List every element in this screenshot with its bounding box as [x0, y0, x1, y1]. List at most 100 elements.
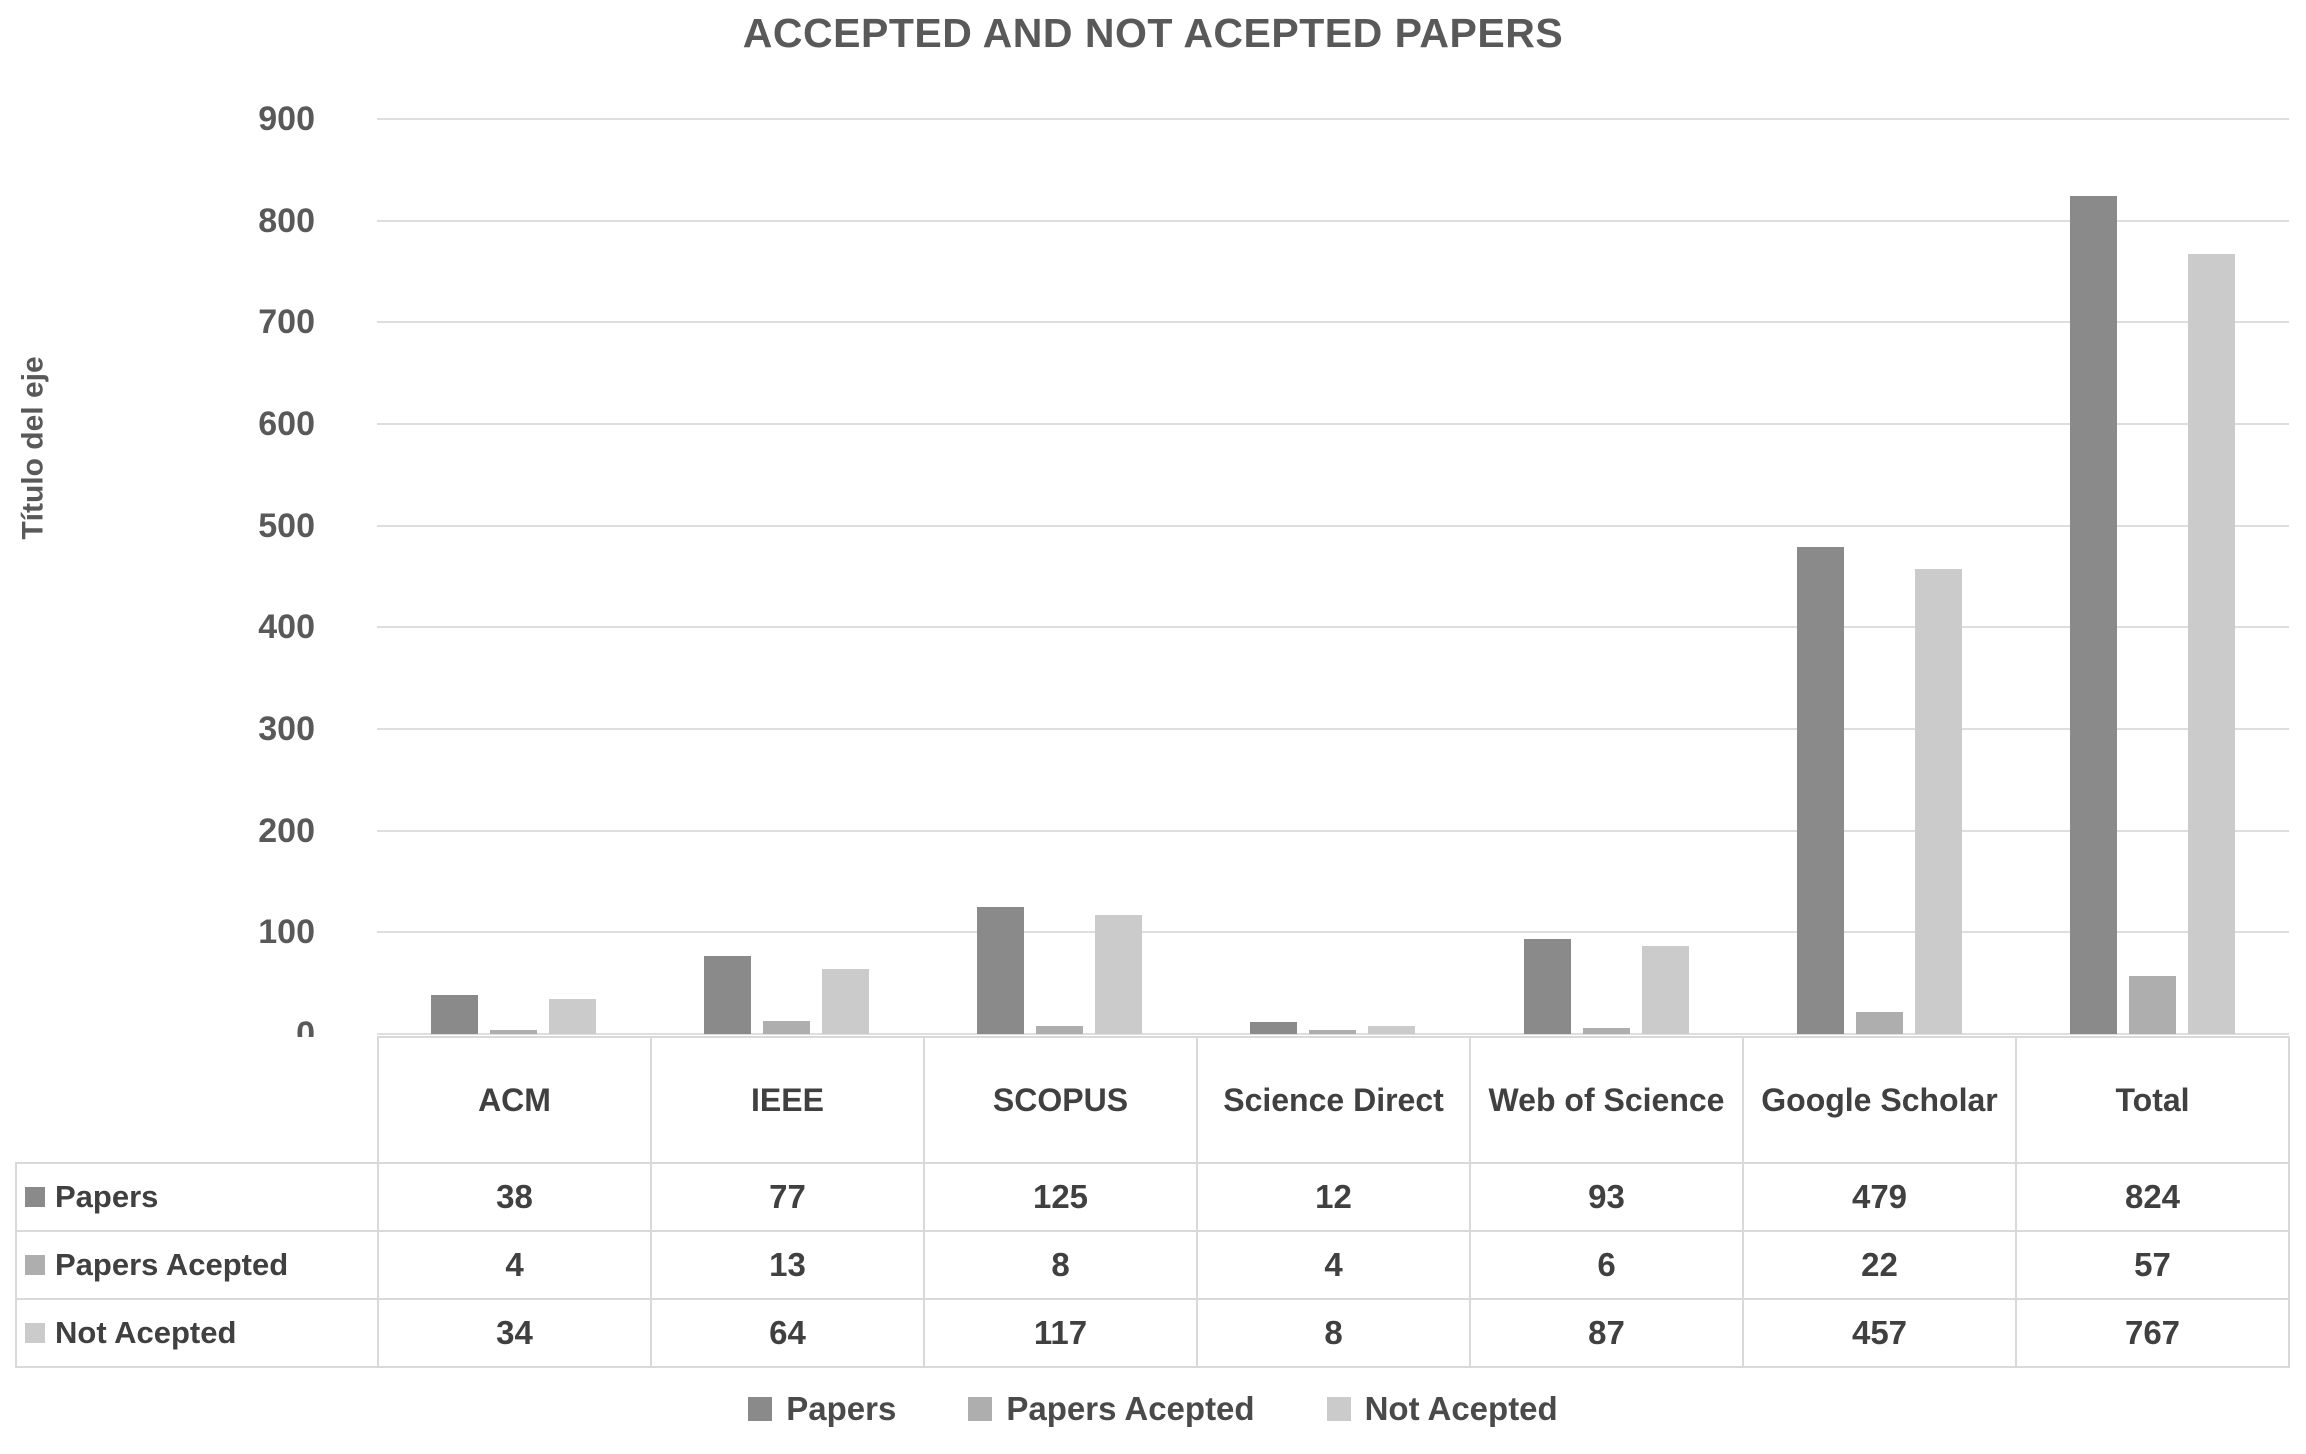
cell-not-acepted-science-direct: 8	[1196, 1298, 1471, 1368]
row-label-inner: Papers	[17, 1179, 377, 1215]
gridline-600	[377, 423, 2289, 426]
row-label-not-acepted: Not Acepted	[15, 1298, 379, 1368]
bar-not-acepted-acm	[549, 999, 597, 1034]
bar-not-acepted-science-direct	[1368, 1025, 1416, 1034]
cell-papers-acepted-science-direct: 4	[1196, 1230, 1471, 1300]
table-row-papers: Papers 38 77 125 12 93 479 824	[15, 1162, 2290, 1232]
plot-area	[377, 118, 2289, 1035]
column-header-total: Total	[2015, 1036, 2290, 1164]
bar-group-ieee	[650, 119, 923, 1034]
row-label-papers: Papers	[15, 1162, 379, 1232]
table-corner-cell	[16, 1037, 378, 1163]
column-header-web-of-science: Web of Science	[1469, 1036, 1744, 1164]
bar-papers-ieee	[704, 955, 752, 1034]
y-tick-label-400: 400	[258, 608, 315, 647]
row-label-text: Papers	[55, 1179, 159, 1214]
cell-not-acepted-total: 767	[2015, 1298, 2290, 1368]
bar-papers-web-of-science	[1523, 939, 1571, 1034]
y-tick-label-200: 200	[258, 811, 315, 850]
column-header-acm: ACM	[377, 1036, 652, 1164]
cell-papers-acepted-web-of-science: 6	[1469, 1230, 1744, 1300]
table-row-not-acepted: Not Acepted 34 64 117 8 87 457 767	[15, 1298, 2290, 1368]
bar-group-scopus	[923, 119, 1196, 1034]
cell-papers-acepted-ieee: 13	[650, 1230, 925, 1300]
legend-item-papers: Papers	[748, 1390, 896, 1428]
cell-papers-google-scholar: 479	[1742, 1162, 2017, 1232]
table-header-row: ACM IEEE SCOPUS Science Direct Web of Scienc…	[16, 1036, 2290, 1164]
bar-papers-scopus	[977, 906, 1025, 1034]
bar-papers-acepted-total	[2128, 976, 2176, 1034]
bar-papers-acepted-acm	[490, 1029, 538, 1034]
series-swatch-papers	[25, 1187, 45, 1207]
bar-group-science-direct	[1196, 119, 1469, 1034]
row-label-papers-acepted: Papers Acepted	[15, 1230, 379, 1300]
legend-swatch-papers	[748, 1397, 773, 1421]
legend-swatch-papers-acepted	[968, 1397, 993, 1421]
row-label-inner: Not Acepted	[17, 1315, 377, 1351]
legend-label-not-acepted: Not Acepted	[1364, 1390, 1558, 1427]
y-tick-label-900: 900	[258, 100, 315, 138]
chart-title: ACCEPTED AND NOT ACEPTED PAPERS	[742, 10, 1564, 56]
gridline-500	[377, 524, 2289, 527]
bar-not-acepted-google-scholar	[1914, 569, 1962, 1034]
gridline-900	[377, 118, 2289, 120]
bar-group-acm	[377, 119, 650, 1034]
cell-papers-science-direct: 12	[1196, 1162, 1471, 1232]
cell-papers-acepted-scopus: 8	[923, 1230, 1198, 1300]
legend-item-not-acepted: Not Acepted	[1326, 1390, 1558, 1428]
column-header-scopus: SCOPUS	[923, 1036, 1198, 1164]
series-swatch-not-acepted	[25, 1323, 45, 1343]
column-header-science-direct: Science Direct	[1196, 1036, 1471, 1164]
bar-group-total	[2016, 119, 2289, 1034]
bar-papers-total	[2069, 196, 2117, 1034]
y-tick-label-500: 500	[258, 506, 315, 545]
chart-legend: Papers Papers Acepted Not Acepted	[0, 1390, 2306, 1428]
bar-papers-science-direct	[1250, 1021, 1298, 1034]
bar-papers-acm	[431, 995, 479, 1034]
bar-papers-acepted-scopus	[1036, 1025, 1084, 1034]
table-header: ACM IEEE SCOPUS Science Direct Web of Scienc…	[16, 1036, 2290, 1164]
gridline-0	[377, 1033, 2289, 1035]
legend-label-papers: Papers	[786, 1390, 897, 1427]
y-tick-label-600: 600	[258, 405, 315, 444]
cell-papers-ieee: 77	[650, 1162, 925, 1232]
y-tick-label-100: 100	[258, 913, 315, 952]
gridline-300	[377, 728, 2289, 731]
gridline-100	[377, 931, 2289, 934]
data-table: ACM IEEE SCOPUS Science Direct Web of Scienc…	[15, 1036, 2290, 1368]
cell-papers-acepted-acm: 4	[377, 1230, 652, 1300]
bar-papers-google-scholar	[1796, 547, 1844, 1034]
gridline-800	[377, 219, 2289, 222]
gridline-400	[377, 626, 2289, 629]
table-body: Papers 38 77 125 12 93 479 824 Papers Acepted 4 13…	[15, 1162, 2290, 1368]
cell-not-acepted-acm: 34	[377, 1298, 652, 1368]
bar-group-google-scholar	[1743, 119, 2016, 1034]
row-label-inner: Papers Acepted	[17, 1247, 377, 1283]
bar-not-acepted-scopus	[1095, 915, 1143, 1034]
cell-not-acepted-ieee: 64	[650, 1298, 925, 1368]
legend-label-papers-acepted: Papers Acepted	[1006, 1390, 1255, 1427]
bar-papers-acepted-science-direct	[1309, 1029, 1357, 1034]
table-row-papers-acepted: Papers Acepted 4 13 8 4 6 22 57	[15, 1230, 2290, 1300]
legend-swatch-not-acepted	[1326, 1397, 1351, 1421]
cell-papers-web-of-science: 93	[1469, 1162, 1744, 1232]
legend-item-papers-acepted: Papers Acepted	[968, 1390, 1255, 1428]
cell-not-acepted-web-of-science: 87	[1469, 1298, 1744, 1368]
bar-group-web-of-science	[1470, 119, 1743, 1034]
cell-not-acepted-google-scholar: 457	[1742, 1298, 2017, 1368]
y-tick-label-300: 300	[258, 710, 315, 749]
row-label-text: Not Acepted	[55, 1315, 237, 1350]
y-tick-label-800: 800	[258, 201, 315, 240]
gridline-700	[377, 321, 2289, 324]
bar-not-acepted-web-of-science	[1641, 945, 1689, 1034]
y-tick-label-700: 700	[258, 303, 315, 342]
cell-papers-acepted-total: 57	[2015, 1230, 2290, 1300]
series-swatch-papers-acepted	[25, 1255, 45, 1275]
row-label-text: Papers Acepted	[55, 1247, 289, 1282]
cell-papers-scopus: 125	[923, 1162, 1198, 1232]
y-axis-tick-labels: 0 100 200 300 400 500 600 700 800 900	[0, 101, 315, 1052]
cell-papers-acepted-google-scholar: 22	[1742, 1230, 2017, 1300]
column-header-ieee: IEEE	[650, 1036, 925, 1164]
gridline-200	[377, 829, 2289, 832]
